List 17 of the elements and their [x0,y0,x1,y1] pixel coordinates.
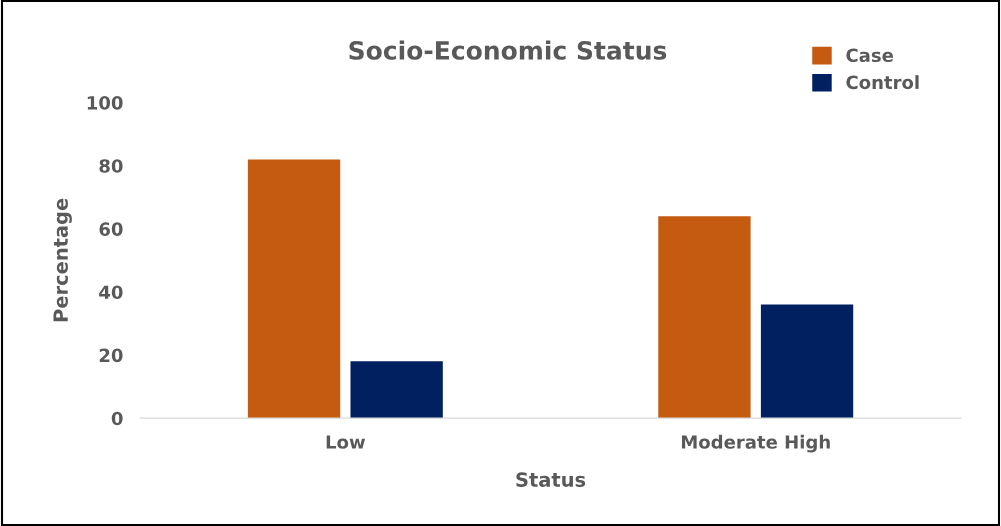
y-tick-label: 40 [99,285,123,300]
y-tick-label: 80 [99,159,123,173]
legend-label: Case [846,48,893,63]
y-axis-title: Percentage [53,198,72,322]
bar [760,304,854,419]
x-tick-label: Moderate High [681,434,830,453]
legend-label: Control [846,75,919,90]
y-tick-label: 100 [87,96,123,110]
chart-title: Socio-Economic Status [349,40,667,60]
bar [247,159,341,419]
y-tick-label: 60 [99,222,123,236]
y-tick-label: 20 [99,348,123,363]
y-tick-label: 0 [111,411,123,426]
bar [350,361,443,419]
x-tick-label: Low [326,435,366,449]
bar [658,216,751,419]
x-axis-title: Status [516,472,586,487]
